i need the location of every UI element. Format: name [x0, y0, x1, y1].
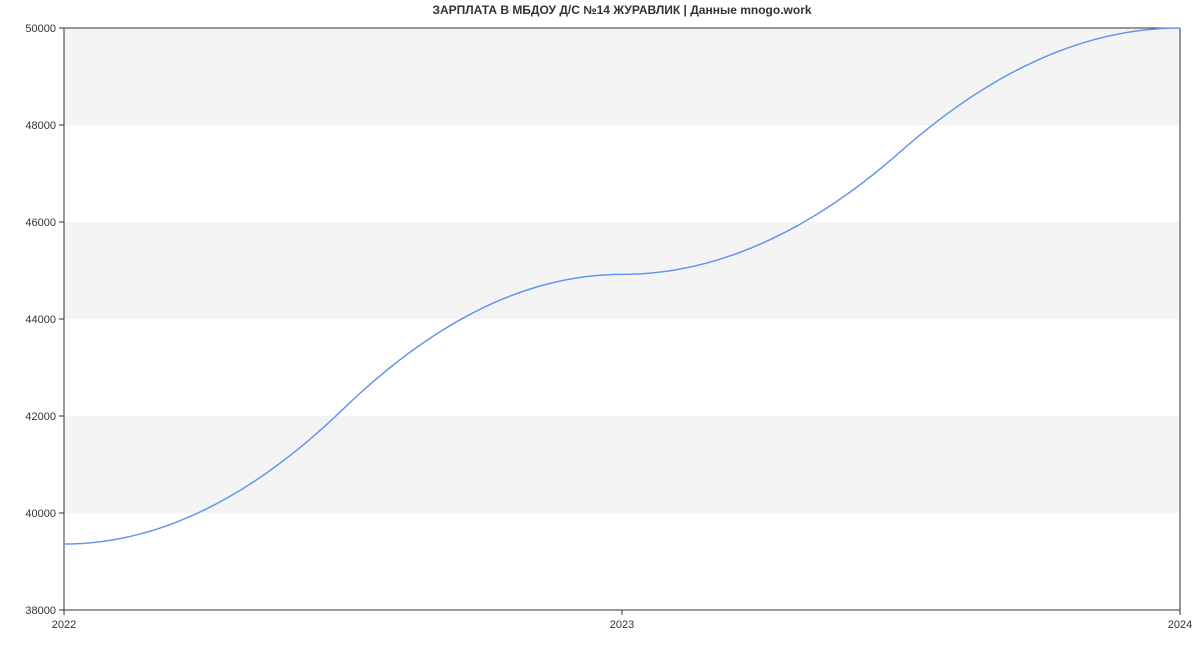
chart-title: ЗАРПЛАТА В МБДОУ Д/С №14 ЖУРАВЛИК | Данн…	[432, 3, 811, 17]
grid-band	[64, 222, 1180, 319]
y-tick-label: 48000	[25, 120, 56, 132]
y-tick-label: 40000	[25, 508, 56, 520]
y-tick-label: 46000	[25, 217, 56, 229]
salary-line-chart: 38000 40000 42000 44000 46000 48000 50000 2022 2…	[0, 0, 1200, 650]
grid-band	[64, 28, 1180, 125]
y-tick-label: 50000	[25, 23, 56, 35]
x-tick-label: 2023	[610, 619, 634, 631]
y-tick-label: 44000	[25, 314, 56, 326]
y-tick-label: 42000	[25, 411, 56, 423]
x-tick-label: 2024	[1168, 619, 1192, 631]
x-tick-label: 2022	[52, 619, 76, 631]
y-tick-label: 38000	[25, 605, 56, 617]
grid-band	[64, 416, 1180, 513]
